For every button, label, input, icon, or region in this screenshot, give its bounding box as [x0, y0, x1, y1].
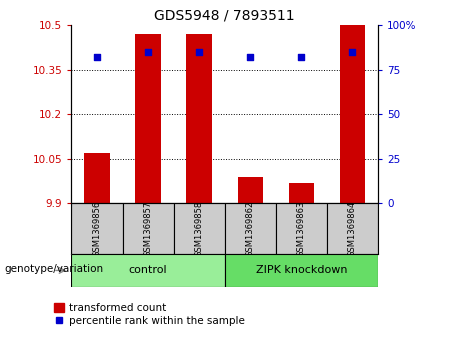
Bar: [123, 203, 174, 254]
Point: [247, 54, 254, 60]
Text: GSM1369858: GSM1369858: [195, 201, 204, 257]
Point: [93, 54, 100, 60]
Point: [298, 54, 305, 60]
Text: genotype/variation: genotype/variation: [5, 264, 104, 274]
Text: GSM1369863: GSM1369863: [297, 200, 306, 257]
Bar: [186, 34, 212, 203]
Text: GSM1369856: GSM1369856: [93, 201, 101, 257]
Title: GDS5948 / 7893511: GDS5948 / 7893511: [154, 9, 295, 23]
Text: ZIPK knockdown: ZIPK knockdown: [256, 265, 347, 276]
Bar: [84, 153, 110, 203]
Bar: [276, 203, 327, 254]
Bar: [225, 203, 276, 254]
Bar: [71, 254, 225, 287]
Bar: [136, 34, 161, 203]
Text: control: control: [129, 265, 167, 276]
Bar: [327, 203, 378, 254]
Bar: [289, 183, 314, 203]
Legend: transformed count, percentile rank within the sample: transformed count, percentile rank withi…: [53, 303, 245, 326]
Bar: [174, 203, 225, 254]
Bar: [237, 177, 263, 203]
Point: [349, 49, 356, 55]
Point: [195, 49, 203, 55]
Bar: [340, 25, 365, 203]
Bar: [71, 203, 123, 254]
Bar: [225, 254, 378, 287]
Text: GSM1369862: GSM1369862: [246, 201, 255, 257]
Text: GSM1369864: GSM1369864: [348, 201, 357, 257]
Point: [144, 49, 152, 55]
Text: GSM1369857: GSM1369857: [143, 201, 153, 257]
